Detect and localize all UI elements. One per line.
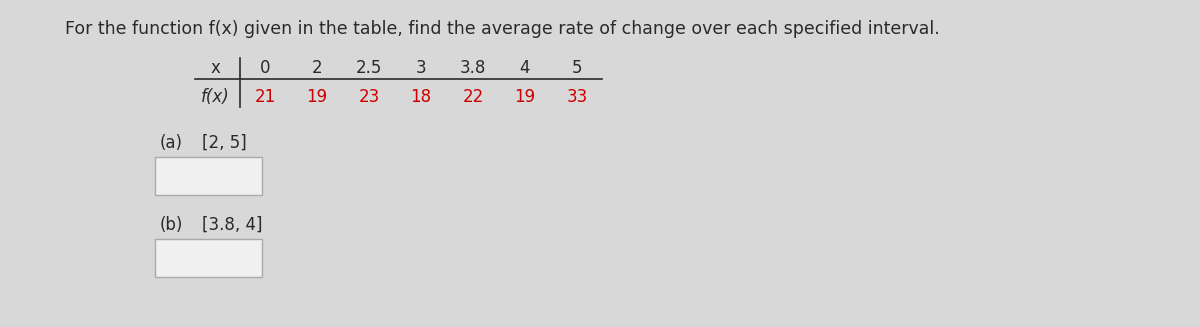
Text: 22: 22	[462, 88, 484, 106]
Text: 19: 19	[306, 88, 328, 106]
Text: 5: 5	[571, 59, 582, 77]
Text: 33: 33	[566, 88, 588, 106]
Text: For the function f(x) given in the table, find the average rate of change over e: For the function f(x) given in the table…	[65, 20, 940, 38]
Text: 3.8: 3.8	[460, 59, 486, 77]
Text: (a): (a)	[160, 134, 182, 152]
Text: 2: 2	[312, 59, 323, 77]
Text: x: x	[210, 59, 220, 77]
Text: (b): (b)	[160, 216, 184, 234]
Text: 21: 21	[254, 88, 276, 106]
Text: [3.8, 4]: [3.8, 4]	[202, 216, 263, 234]
Text: 2.5: 2.5	[356, 59, 382, 77]
FancyBboxPatch shape	[155, 239, 262, 277]
Text: 18: 18	[410, 88, 432, 106]
Text: 3: 3	[415, 59, 426, 77]
Text: 0: 0	[259, 59, 270, 77]
Text: 23: 23	[359, 88, 379, 106]
Text: 4: 4	[520, 59, 530, 77]
FancyBboxPatch shape	[155, 157, 262, 195]
Text: f(x): f(x)	[200, 88, 229, 106]
Text: [2, 5]: [2, 5]	[202, 134, 247, 152]
Text: 19: 19	[515, 88, 535, 106]
